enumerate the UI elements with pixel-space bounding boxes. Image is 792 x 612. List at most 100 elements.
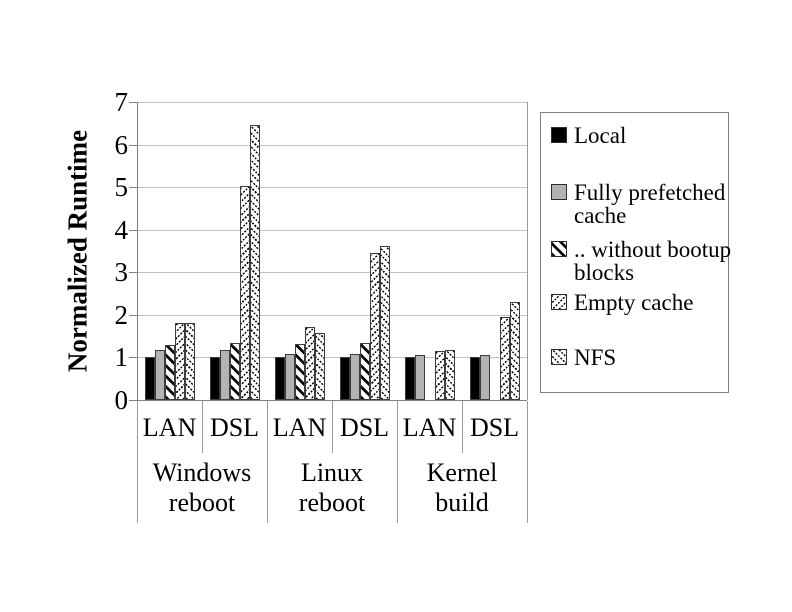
legend-label-3: Empty cache [574,291,693,314]
y-tick-label-3: 3 [114,257,129,288]
bar-empty-cache-4 [434,351,445,400]
bar-fully-prefetched-cache-2 [284,354,295,400]
sub-label-separator-0 [137,401,138,453]
y-tick-3 [129,272,137,274]
plot-right-border [527,102,528,400]
bar-fully-prefetched-cache-4 [414,355,425,400]
group-separator-1 [267,453,268,523]
sub-label-separator-5 [462,401,463,453]
legend-item-4: NFS [551,346,616,369]
bar-local-4 [404,357,415,400]
group-separator-0 [137,453,138,523]
x-axis-line [137,400,527,401]
sub-label-0: LAN [142,413,197,442]
gridline-4 [137,229,527,231]
sub-label-separator-2 [267,401,268,453]
bar--without-bootup-blocks-0 [164,344,175,400]
y-axis-line [137,102,138,407]
bar-local-3 [339,357,350,400]
y-tick-label-5: 5 [114,172,129,203]
group-label-line: reboot [168,488,236,517]
bar-empty-cache-5 [499,316,510,400]
sub-label-4: LAN [402,413,457,442]
bar-fully-prefetched-cache-3 [349,354,360,400]
group-label-line: Windows [152,458,252,487]
legend-item-3: Empty cache [551,291,693,314]
y-axis-title: Normalized Runtime [62,129,93,373]
legend-item-0: Local [551,124,626,147]
legend-item-2: .. without bootup blocks [551,238,731,284]
y-tick-4 [129,229,137,231]
y-tick-0 [129,400,137,401]
y-tick-6 [129,144,137,146]
y-tick-label-4: 4 [114,214,129,245]
gridline-5 [137,187,527,189]
bar-nfs-2 [314,333,325,400]
bar-empty-cache-1 [239,186,250,400]
group-label-line: Linux reboot [298,458,366,517]
sub-label-separator-3 [332,401,333,453]
gridline-7 [137,102,527,103]
gridline-6 [137,144,527,146]
group-label-2: Kernel build [397,453,527,523]
gridline-2 [137,314,527,316]
legend-label-line: Empty cache [574,290,694,315]
bar--without-bootup-blocks-1 [229,342,240,400]
legend-label-line: blocks [574,260,635,285]
legend-label-line: cache [574,203,627,228]
y-tick-1 [129,357,137,359]
y-tick-label-1: 1 [114,342,129,373]
bar-empty-cache-0 [174,322,185,400]
bar--without-bootup-blocks-2 [294,343,305,400]
y-tick-label-2: 2 [114,299,129,330]
sub-label-separator-4 [397,401,398,453]
legend-swatch-0 [551,127,567,143]
gridline-1 [137,357,527,359]
bar-nfs-3 [379,245,390,400]
y-tick-label-6: 6 [114,129,129,160]
group-label-1: Linux reboot [267,453,397,523]
bar-fully-prefetched-cache-0 [154,350,165,400]
y-tick-label-0: 0 [114,385,129,415]
y-tick-2 [129,314,137,316]
legend-swatch-2 [551,241,567,257]
sub-label-separator-6 [527,401,528,453]
sub-label-separator-1 [202,401,203,453]
sub-label-1: DSL [209,413,260,442]
bar-nfs-1 [249,125,260,400]
group-label-0: Windows reboot [137,453,267,523]
bar--without-bootup-blocks-3 [359,342,370,400]
legend-label-line: .. without bootup [574,237,732,262]
bar-local-2 [274,357,285,400]
bar-empty-cache-2 [304,326,315,400]
y-tick-5 [129,187,137,189]
legend: Local Fully prefetched cache .. without boo… [540,112,731,393]
bar-fully-prefetched-cache-1 [219,350,230,400]
legend-label-0: Local [574,124,626,147]
sub-label-3: DSL [339,413,390,442]
sub-label-2: LAN [272,413,327,442]
bar-nfs-4 [444,349,455,400]
gridline-3 [137,272,527,274]
bar-local-1 [209,357,220,400]
legend-swatch-1 [551,184,567,200]
y-tick-7 [129,102,137,103]
legend-label-line: Local [574,123,627,148]
group-separator-2 [397,453,398,523]
legend-label-line: Fully prefetched [574,180,726,205]
sub-label-5: DSL [469,413,520,442]
bar-fully-prefetched-cache-5 [479,355,490,400]
group-label-line: Kernel build [426,458,498,517]
bar-nfs-5 [509,302,520,400]
group-separator-end [527,453,528,523]
legend-label-2: .. without bootup blocks [574,238,731,284]
y-tick-label-7: 7 [114,87,129,117]
legend-swatch-3 [551,294,567,310]
bar-nfs-0 [184,323,195,400]
legend-label-4: NFS [574,346,616,369]
legend-label-line: NFS [574,345,617,370]
legend-label-1: Fully prefetched cache [574,181,725,227]
legend-item-1: Fully prefetched cache [551,181,725,227]
bar-local-0 [144,357,155,400]
